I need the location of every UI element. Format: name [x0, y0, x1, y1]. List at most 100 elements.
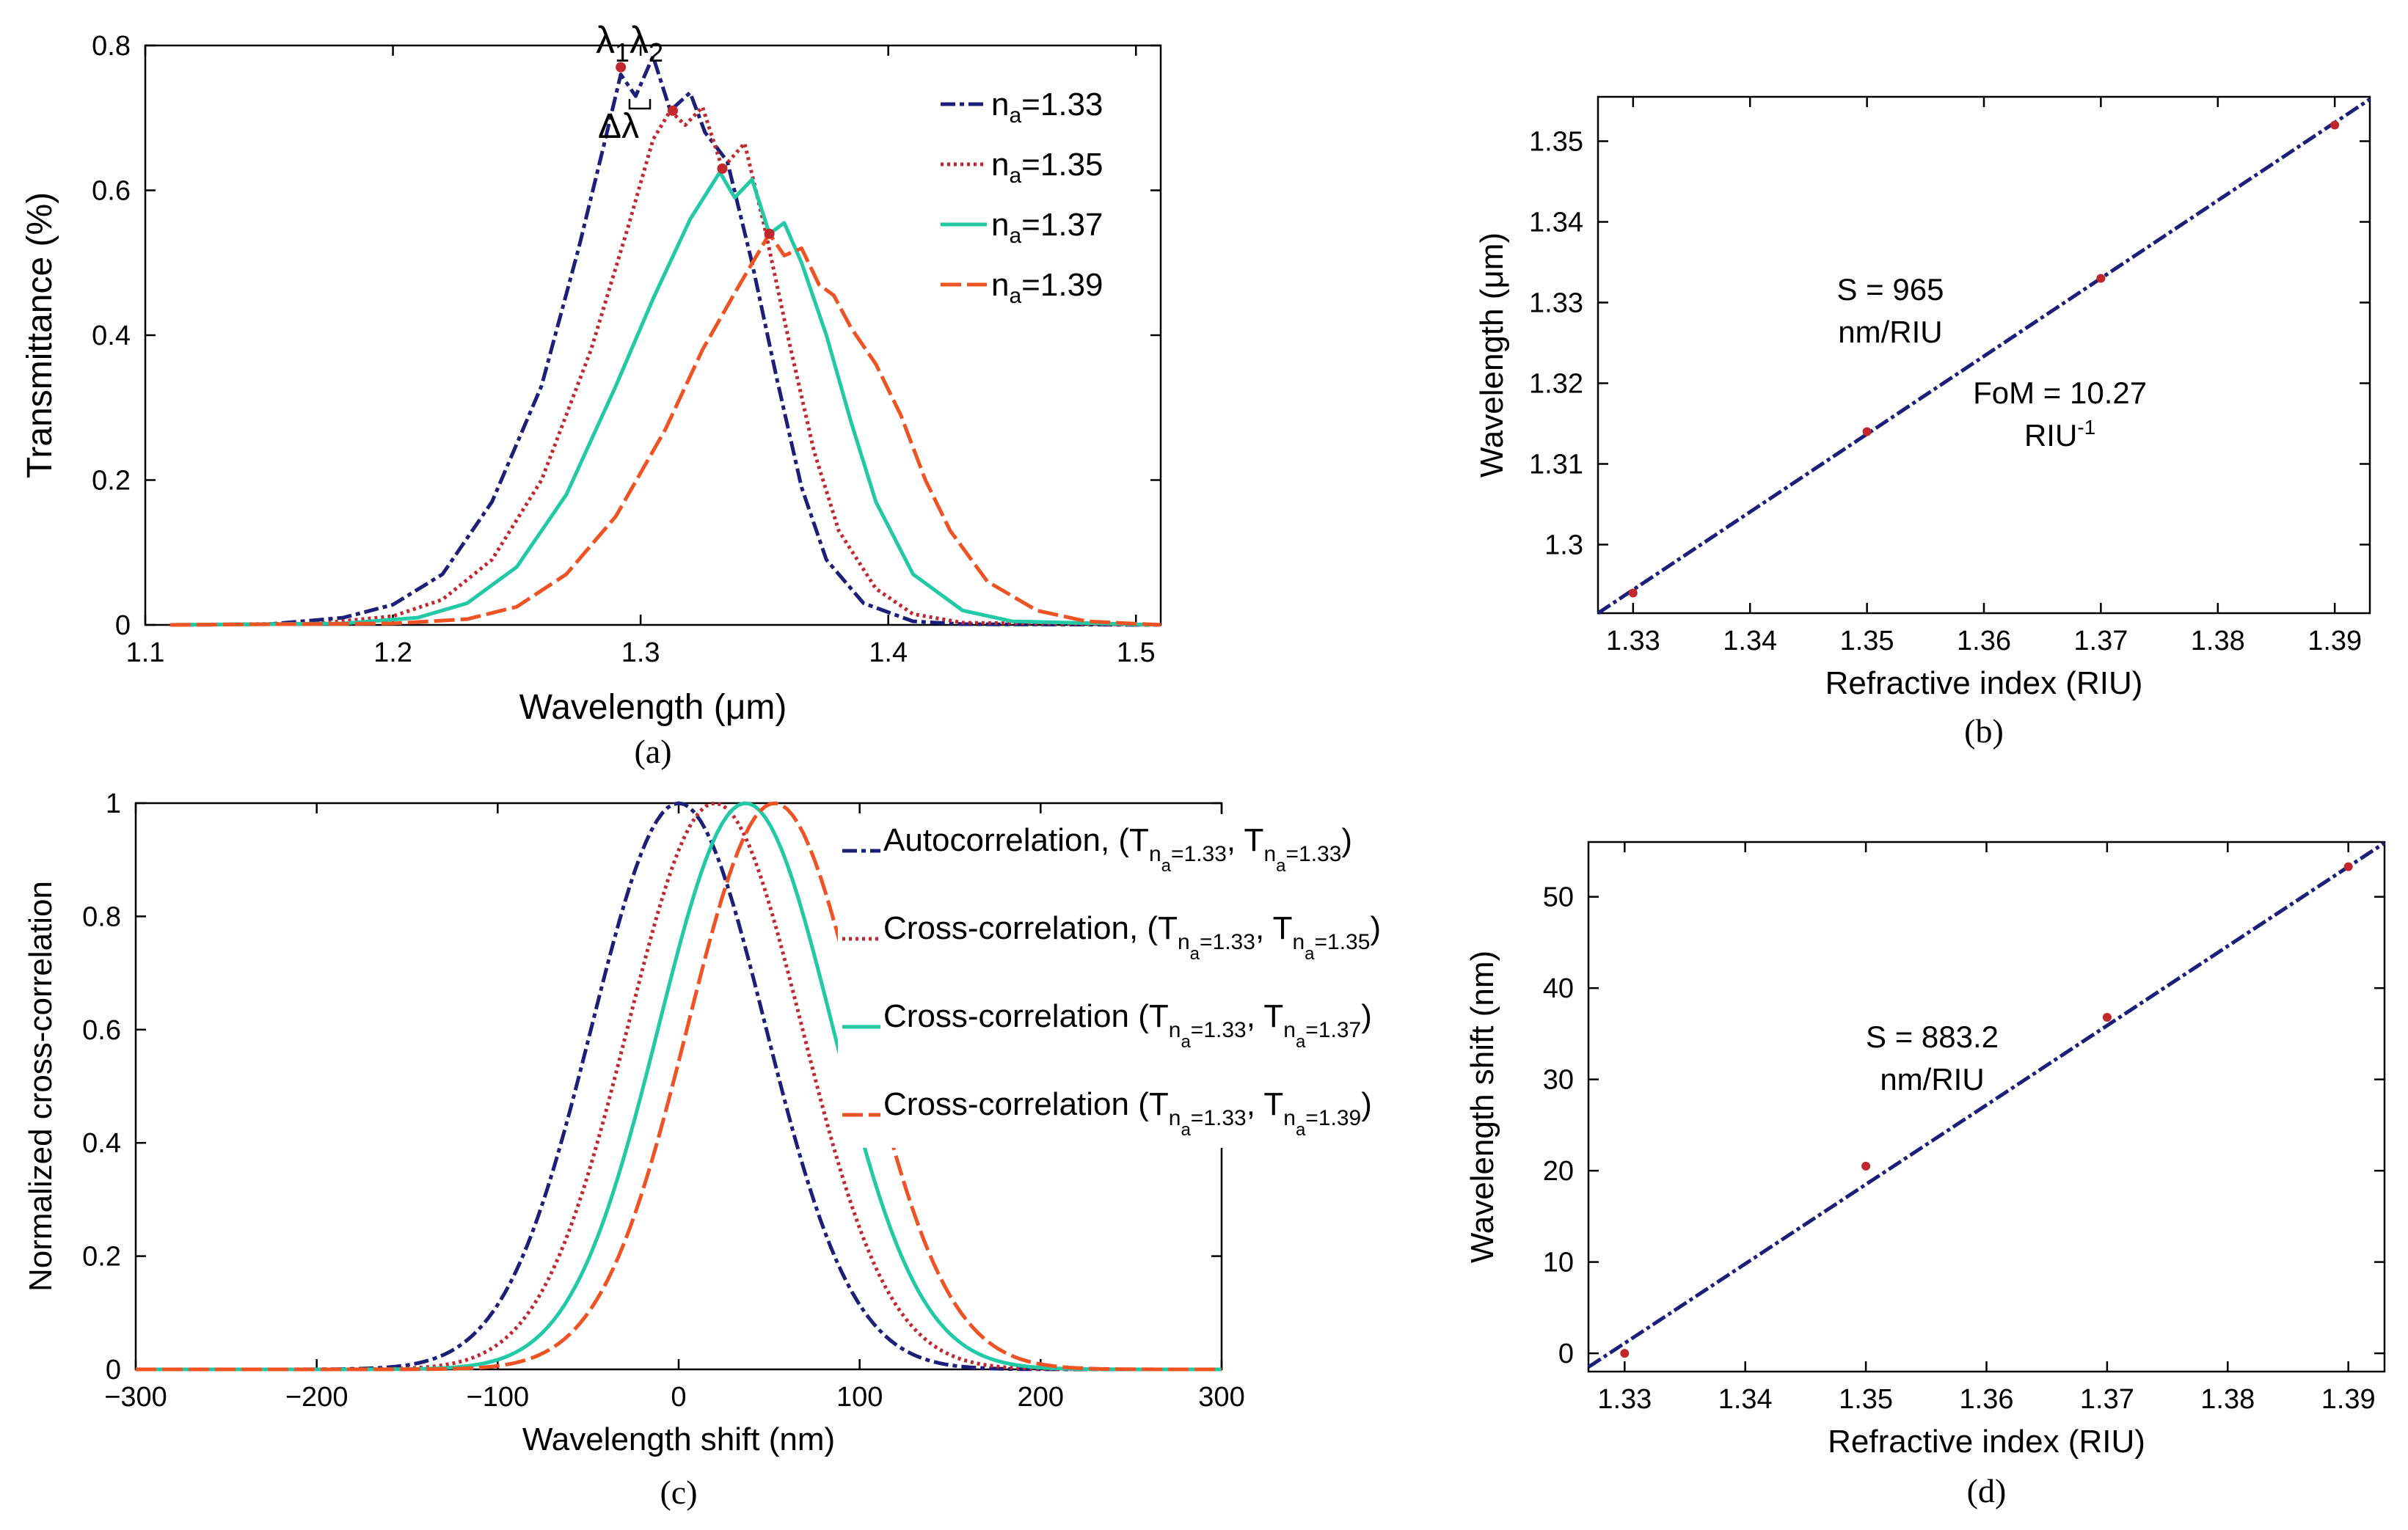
annotation-line-1: S = 883.2 [1866, 1020, 1999, 1054]
lambda-1-label: λ1λ2 [596, 19, 663, 67]
y-tick-label: 1.32 [1529, 369, 1583, 400]
legend-value: =1.37 [1021, 207, 1103, 243]
annotation-line-2: nm/RIU [1838, 315, 1942, 349]
x-tick-label: 1.38 [2191, 626, 2245, 656]
y-tick-label: 1.35 [1529, 127, 1583, 158]
x-tick-label: 1.34 [1723, 626, 1777, 656]
x-tick-label: 1.34 [1718, 1384, 1773, 1415]
legend-subscript: n [1169, 1106, 1181, 1130]
panel-c-cross-correlation-chart: −300 −200 −100 0 100 200 300 0 0.2 0.4 0.6 0.8 1 Wave… [23, 788, 1454, 1511]
y-tick-label: 40 [1543, 973, 1574, 1004]
y-tick-label: 1.31 [1529, 450, 1583, 480]
legend-entry-2: na=1.35 [991, 147, 1103, 188]
x-tick-label: 1.5 [1117, 637, 1156, 668]
panel-caption: (d) [1967, 1472, 2007, 1509]
legend-subscript: a [1009, 164, 1021, 188]
lambda-symbol: λ [630, 19, 649, 62]
legend-subsubscript: a [1181, 1032, 1191, 1052]
linear-fit-line [1587, 841, 2386, 1369]
series-line-2 [169, 105, 1161, 627]
correlation-curve-4 [136, 801, 1222, 1372]
annotation-unit: nm/RIU [1838, 315, 1942, 349]
legend-subscript: n [1169, 1018, 1181, 1042]
legend-subscript: n [1292, 930, 1305, 954]
x-tick-label: 1.4 [869, 637, 908, 668]
legend-subscript-value: =1.37 [1305, 1018, 1361, 1042]
annotation-unit: nm/RIU [1880, 1062, 1984, 1097]
annotation-line-1: FoM = 10.27 [1973, 376, 2147, 410]
resonance-marker [616, 62, 627, 73]
legend-prefix: Cross-correlation, (T [883, 910, 1178, 946]
legend-subscript: a [1009, 224, 1021, 248]
legend-entry-4: Cross-correlation (Tna=1.33, Tna=1.39) [883, 1086, 1372, 1140]
legend-subsubscript: a [1296, 1120, 1306, 1140]
delta-lambda-label: Δλ [598, 107, 639, 146]
x-tick-label: 1.3 [621, 637, 660, 668]
legend-separator: , T [1247, 1086, 1284, 1122]
panel-a-transmittance-chart: 1.1 1.2 1.3 1.4 1.5 0 0.2 0.4 0.6 0.8 Wavelength (… [21, 19, 1162, 770]
panel-caption: (a) [634, 733, 671, 770]
legend-base: n [991, 267, 1009, 303]
x-tick-label: 1.37 [2073, 626, 2128, 656]
legend-subscript: a [1009, 103, 1021, 128]
series-line-4 [169, 232, 1161, 627]
legend-entry-3: Cross-correlation (Tna=1.33, Tna=1.37) [883, 998, 1372, 1052]
lambda-symbol: λ [596, 19, 615, 62]
legend-subsubscript: a [1305, 944, 1315, 964]
annotation-line-2: RIU-1 [2024, 416, 2095, 453]
legend-value: =1.35 [1021, 147, 1103, 183]
legend-subscript: n [1283, 1106, 1296, 1130]
legend-subsubscript: a [1190, 944, 1200, 964]
legend-subscript-value: =1.39 [1305, 1106, 1361, 1130]
legend-subsubscript: a [1276, 856, 1286, 876]
legend-prefix: Cross-correlation (T [883, 1086, 1169, 1122]
legend-value: =1.39 [1021, 267, 1103, 303]
legend-close: ) [1361, 1086, 1372, 1122]
legend-value: =1.33 [1021, 87, 1103, 122]
x-axis-label: Refractive index (RIU) [1825, 665, 2143, 701]
legend-prefix: Cross-correlation (T [883, 998, 1169, 1034]
panel-b-wavelength-vs-index-chart: 1.33 1.34 1.35 1.36 1.37 1.38 1.39 1.3 1.31 1.32 1… [1474, 95, 2371, 750]
x-tick-label: −100 [467, 1382, 530, 1413]
series-line-3 [169, 170, 1161, 627]
x-tick-label: 100 [836, 1382, 883, 1413]
legend-subsubscript: a [1181, 1120, 1191, 1140]
data-point [1862, 427, 1872, 436]
y-tick-label: 0.2 [82, 1242, 121, 1273]
legend-subscript-value: =1.33 [1285, 842, 1341, 866]
legend-subscript-value: =1.33 [1191, 1018, 1247, 1042]
delta-lambda-bracket [628, 99, 652, 110]
y-tick-label: 0.4 [82, 1128, 121, 1159]
y-tick-label: 30 [1543, 1065, 1574, 1096]
y-tick-label: 50 [1543, 882, 1574, 913]
y-axis-label: Wavelength shift (nm) [1464, 951, 1500, 1263]
x-tick-label: 300 [1198, 1382, 1244, 1413]
data-point [2102, 1013, 2112, 1022]
data-point [2330, 120, 2340, 130]
linear-fit-line [1597, 98, 2371, 615]
legend-subsubscript: a [1161, 856, 1172, 876]
legend-subscript: n [1263, 842, 1276, 866]
x-axis-label: Refractive index (RIU) [1828, 1424, 2145, 1460]
legend-base: n [991, 87, 1009, 122]
legend-subscript-value: =1.33 [1171, 842, 1227, 866]
resonance-marker [668, 105, 679, 116]
legend-entry-2: Cross-correlation, (Tna=1.33, Tna=1.35) [883, 910, 1381, 964]
y-axis-label: Transmittance (%) [21, 192, 59, 478]
y-tick-label: 0 [1558, 1339, 1574, 1369]
data-point [2343, 862, 2353, 871]
x-tick-label: 1.33 [1597, 1384, 1652, 1415]
y-tick-label: 1 [106, 788, 121, 819]
y-tick-label: 1.34 [1529, 208, 1583, 238]
correlation-curve-3 [136, 801, 1222, 1372]
annotation-line-1: S = 965 [1837, 272, 1944, 307]
legend-background [838, 814, 1454, 1148]
x-axis-label: Wavelength (μm) [519, 688, 787, 727]
x-tick-label: 1.35 [1839, 1384, 1893, 1415]
annotation-line-2: nm/RIU [1880, 1062, 1984, 1097]
legend-subscript: n [1149, 842, 1161, 866]
legend-separator: , T [1247, 998, 1284, 1034]
x-tick-label: 1.35 [1840, 626, 1894, 656]
panel-d-wavelength-shift-chart: 1.33 1.34 1.35 1.36 1.37 1.38 1.39 0 10 20 30 40 50 R… [1464, 841, 2386, 1509]
